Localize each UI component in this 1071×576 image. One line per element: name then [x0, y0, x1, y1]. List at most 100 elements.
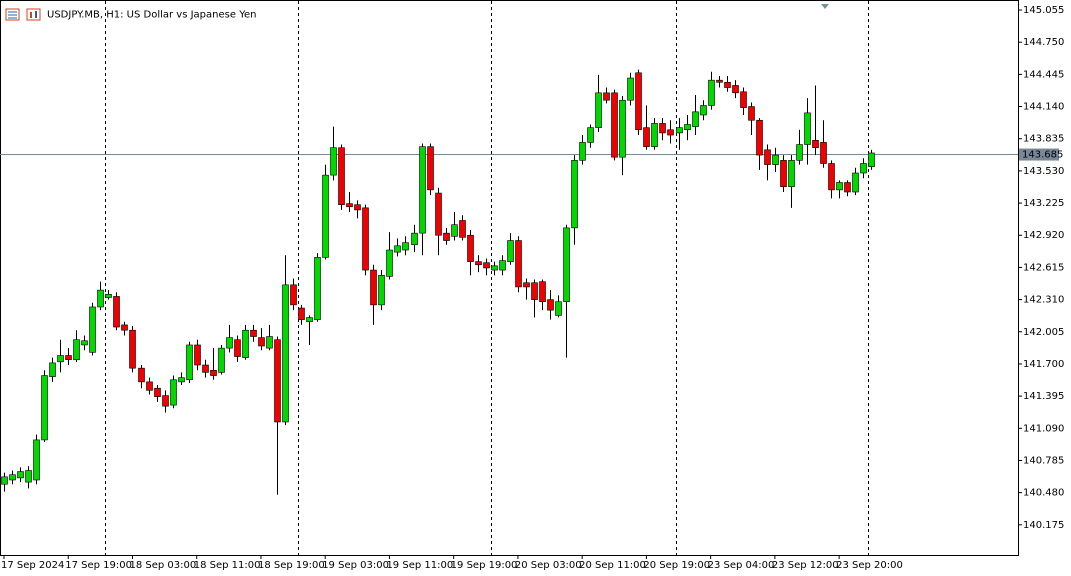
- x-tick-label: 18 Sep 19:00: [258, 560, 325, 571]
- candle-body: [218, 347, 225, 373]
- candle-body: [676, 127, 683, 134]
- x-tick-label: 20 Sep 19:00: [643, 560, 710, 571]
- candle-body: [226, 337, 233, 349]
- candle-body: [402, 242, 409, 251]
- x-tick-label: 23 Sep 20:00: [836, 560, 903, 571]
- candle-body: [716, 79, 723, 83]
- candle-body: [523, 282, 530, 288]
- y-tick-label: 140.175: [1023, 520, 1064, 531]
- candle-body: [322, 174, 329, 258]
- y-tick-label: 143.225: [1023, 198, 1064, 209]
- candle-body: [186, 344, 193, 381]
- candle-body: [330, 147, 337, 176]
- candle-body: [684, 124, 691, 131]
- candle-body: [129, 329, 136, 369]
- candle-body: [210, 369, 217, 376]
- chart-title: USDJPY.MB, H1: US Dollar vs Japanese Yen: [47, 10, 256, 21]
- candle-body: [194, 344, 201, 366]
- candle-body: [724, 81, 731, 88]
- candle-body: [828, 163, 835, 191]
- candle-body: [65, 355, 72, 361]
- candle-body: [443, 232, 450, 241]
- y-tick-label: 143.835: [1023, 134, 1064, 145]
- candle-body: [250, 329, 257, 337]
- candle-body: [756, 119, 763, 156]
- y-tick-label: 140.480: [1023, 488, 1064, 499]
- candle-body: [57, 355, 64, 363]
- candle-body: [338, 147, 345, 205]
- candle-body: [692, 111, 699, 127]
- x-tick-label: 17 Sep 19:00: [65, 560, 132, 571]
- candle-body: [659, 123, 666, 134]
- candle-body: [394, 245, 401, 253]
- candle-body: [162, 395, 169, 407]
- y-tick-label: 140.785: [1023, 455, 1064, 466]
- y-tick-label: 143.530: [1023, 166, 1064, 177]
- candle-body: [619, 99, 626, 158]
- candle-body: [563, 227, 570, 303]
- candle-body: [234, 339, 241, 357]
- candle-body: [844, 182, 851, 193]
- candle-body: [411, 232, 418, 246]
- candle-body: [362, 207, 369, 271]
- candle-body: [1, 476, 8, 485]
- candle-body: [49, 362, 56, 377]
- candle-body: [290, 284, 297, 306]
- title-icons: [5, 8, 41, 21]
- candle-body: [314, 257, 321, 320]
- candle-body: [306, 317, 313, 323]
- candle-body: [531, 282, 538, 300]
- candle-body: [266, 336, 273, 349]
- last-price-label: 143.685: [1022, 150, 1063, 161]
- candle-body: [475, 261, 482, 266]
- y-tick-label: 141.395: [1023, 391, 1064, 402]
- y-tick-label: 142.005: [1023, 327, 1064, 338]
- candle-body: [467, 234, 474, 262]
- candle-body: [242, 329, 249, 358]
- candle-body: [587, 127, 594, 143]
- candle-body: [170, 379, 177, 406]
- candle-body: [258, 337, 265, 347]
- candle-body: [17, 471, 24, 479]
- candle-body: [435, 192, 442, 236]
- candle-body: [81, 340, 88, 346]
- candle-body: [860, 163, 867, 174]
- candle-body: [113, 296, 120, 328]
- candle-body: [274, 339, 281, 423]
- x-tick-label: 20 Sep 11:00: [579, 560, 646, 571]
- x-tick-label: 20 Sep 03:00: [515, 560, 582, 571]
- candle-body: [740, 91, 747, 108]
- x-tick-label: 19 Sep 03:00: [322, 560, 389, 571]
- candle-body: [595, 92, 602, 128]
- candle-body: [138, 367, 145, 383]
- candle-body: [547, 299, 554, 311]
- candle-body: [820, 142, 827, 164]
- candle-body: [370, 269, 377, 306]
- candle-body: [451, 224, 458, 237]
- x-tick-label: 23 Sep 04:00: [708, 560, 775, 571]
- candle-body: [491, 265, 498, 271]
- candle-body: [700, 105, 707, 116]
- candle-body: [812, 140, 819, 148]
- candle-body: [121, 324, 128, 331]
- candle-body: [732, 85, 739, 94]
- candle-body: [459, 220, 466, 238]
- candle-body: [346, 203, 353, 208]
- candle-body: [796, 144, 803, 161]
- candle-body: [427, 146, 434, 191]
- candle-body: [483, 262, 490, 269]
- candle-body: [579, 142, 586, 161]
- candle-body: [611, 92, 618, 158]
- candle-body: [386, 249, 393, 277]
- candle-body: [378, 275, 385, 306]
- y-tick-label: 144.445: [1023, 69, 1064, 80]
- candle-body: [9, 474, 16, 481]
- candle-body: [97, 289, 104, 308]
- candle-body: [146, 381, 153, 391]
- shift-marker: [821, 4, 829, 9]
- candle-body: [635, 72, 642, 131]
- candle-body: [419, 146, 426, 234]
- y-tick-label: 142.920: [1023, 230, 1064, 241]
- candle-body: [836, 182, 843, 191]
- candle-body: [282, 284, 289, 423]
